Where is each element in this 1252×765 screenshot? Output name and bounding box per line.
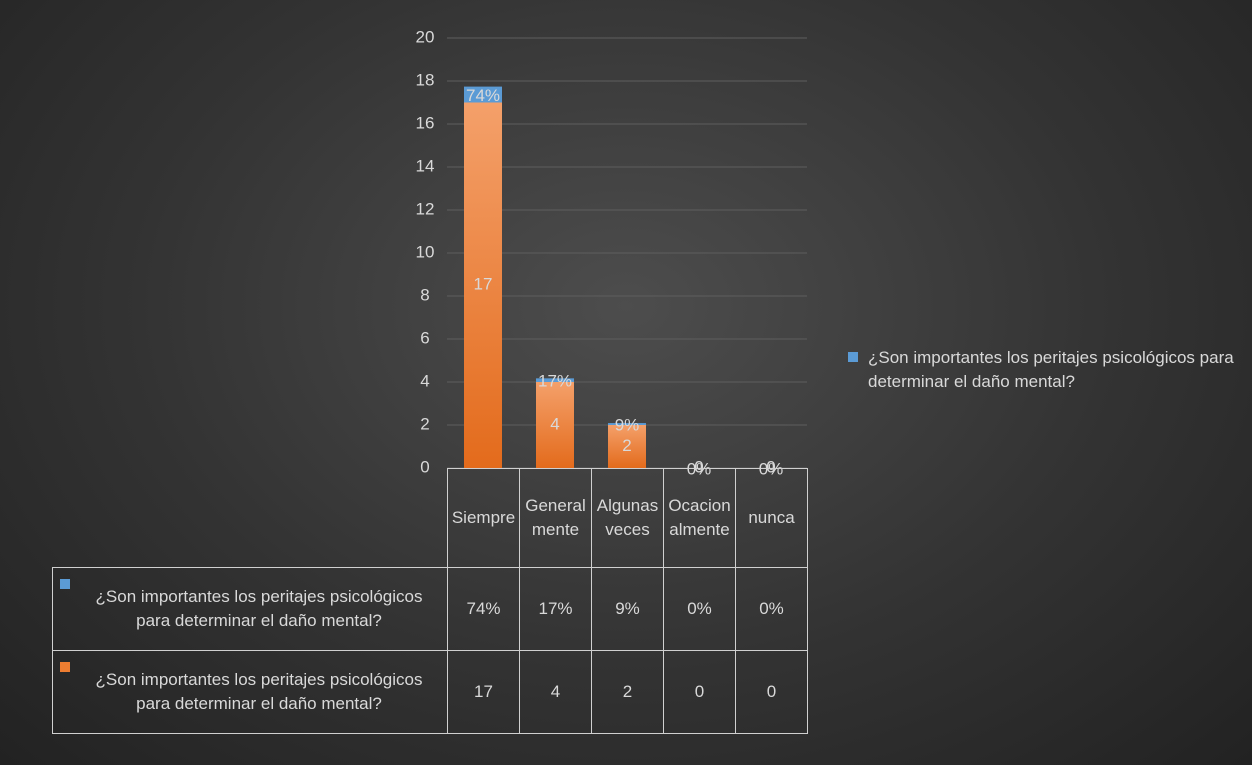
y-tick-label: 2	[420, 414, 429, 433]
table-header: Ocacionalmente	[663, 468, 736, 568]
data-label: 17%	[538, 372, 572, 391]
data-label: 74%	[466, 86, 500, 105]
y-tick-label: 10	[416, 242, 435, 261]
table-cell: 2	[591, 650, 664, 734]
bar	[536, 382, 574, 468]
table-cell: 4	[519, 650, 592, 734]
y-tick-label: 14	[416, 156, 435, 175]
table-header: Algunas veces	[591, 468, 664, 568]
table-cell: 9%	[591, 567, 664, 651]
data-label: 2	[622, 436, 631, 455]
table-cell: 0	[663, 650, 736, 734]
legend-key	[60, 662, 70, 672]
bar	[464, 102, 502, 468]
data-label: 0	[694, 457, 703, 476]
bar	[608, 425, 646, 468]
table-row-header: ¿Son importantes los peritajes psicológi…	[52, 650, 448, 734]
data-label: 9%	[615, 416, 640, 435]
data-label: 4	[550, 414, 559, 433]
y-tick-label: 18	[416, 70, 435, 89]
bar	[608, 423, 646, 425]
bar	[464, 86, 502, 103]
legend-label: ¿Son importantes los peritajes psicológi…	[868, 348, 1234, 391]
data-label: 0	[766, 457, 775, 476]
table-cell: 17%	[519, 567, 592, 651]
table-header: Generalmente	[519, 468, 592, 568]
table-row-header: ¿Son importantes los peritajes psicológi…	[52, 567, 448, 651]
legend-key	[848, 352, 858, 362]
y-tick-label: 8	[420, 285, 429, 304]
table-cell: 17	[447, 650, 520, 734]
table-cell: 74%	[447, 567, 520, 651]
table-cell: 0	[735, 650, 808, 734]
y-tick-label: 4	[420, 371, 429, 390]
table-header: Siempre	[447, 468, 520, 568]
table-header: nunca	[735, 468, 808, 568]
bar	[536, 378, 574, 382]
data-label: 17	[474, 275, 493, 294]
y-tick-label: 12	[416, 199, 435, 218]
y-tick-label: 16	[416, 113, 435, 132]
y-tick-label: 6	[420, 328, 429, 347]
legend-key	[60, 579, 70, 589]
y-tick-label: 20	[416, 27, 435, 46]
table-cell: 0%	[735, 567, 808, 651]
y-tick-label: 0	[420, 457, 429, 476]
table-cell: 0%	[663, 567, 736, 651]
